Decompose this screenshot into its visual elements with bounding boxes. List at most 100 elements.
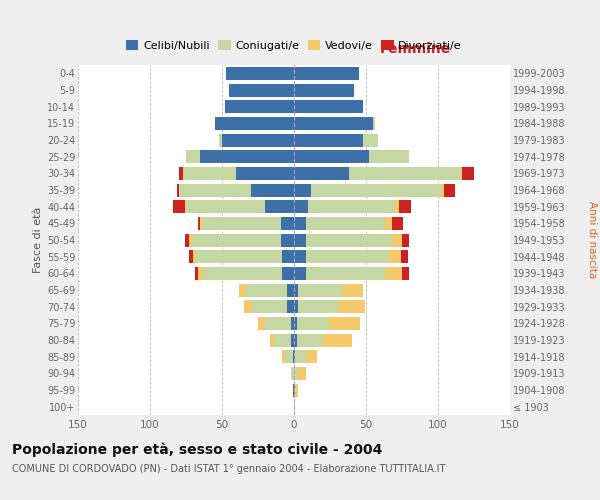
Bar [258, 317, 265, 330]
Bar [294, 200, 308, 213]
Bar [192, 234, 281, 246]
Bar [392, 234, 402, 246]
Legend: Celibi/Nubili, Coniugati/e, Vedovi/e, Divorziati/e: Celibi/Nubili, Coniugati/e, Vedovi/e, Di… [122, 36, 466, 55]
Bar [293, 384, 294, 396]
Bar [385, 217, 392, 230]
Bar [297, 317, 329, 330]
Bar [186, 200, 265, 213]
Bar [185, 200, 186, 213]
Bar [222, 134, 294, 146]
Bar [461, 167, 463, 180]
Bar [283, 267, 294, 280]
Bar [441, 184, 444, 196]
Bar [323, 334, 352, 346]
Bar [392, 217, 403, 230]
Bar [247, 284, 287, 296]
Bar [251, 184, 294, 196]
Bar [389, 250, 401, 263]
Bar [294, 117, 373, 130]
Bar [189, 234, 192, 246]
Bar [215, 117, 294, 130]
Bar [308, 200, 395, 213]
Bar [294, 217, 305, 230]
Bar [294, 350, 295, 363]
Bar [178, 184, 179, 196]
Bar [294, 184, 311, 196]
Bar [444, 184, 455, 196]
Bar [294, 134, 363, 146]
Bar [283, 250, 294, 263]
Bar [287, 300, 294, 313]
Bar [189, 250, 193, 263]
Bar [298, 300, 338, 313]
Bar [183, 167, 236, 180]
Bar [463, 167, 474, 180]
Bar [294, 84, 355, 96]
Bar [200, 150, 294, 163]
Bar [295, 350, 305, 363]
Text: Anni di nascita: Anni di nascita [587, 202, 597, 278]
Text: COMUNE DI CORDOVADO (PN) - Dati ISTAT 1° gennaio 2004 - Elaborazione TUTTITALIA.: COMUNE DI CORDOVADO (PN) - Dati ISTAT 1°… [12, 464, 445, 474]
Bar [173, 200, 185, 213]
Bar [294, 167, 349, 180]
Bar [203, 267, 283, 280]
Bar [194, 267, 197, 280]
Bar [294, 284, 298, 296]
Bar [294, 250, 305, 263]
Bar [294, 267, 305, 280]
Bar [226, 67, 294, 80]
Text: Popolazione per età, sesso e stato civile - 2004: Popolazione per età, sesso e stato civil… [12, 442, 382, 457]
Bar [179, 184, 251, 196]
Bar [305, 267, 385, 280]
Bar [401, 250, 408, 263]
Bar [269, 334, 274, 346]
Bar [286, 350, 293, 363]
Bar [294, 300, 298, 313]
Bar [291, 367, 294, 380]
Bar [298, 367, 305, 380]
Bar [281, 234, 294, 246]
Bar [294, 317, 297, 330]
Y-axis label: Fasce di età: Fasce di età [32, 207, 43, 273]
Bar [197, 267, 203, 280]
Bar [200, 217, 202, 230]
Bar [399, 200, 410, 213]
Bar [329, 317, 360, 330]
Text: Femmine: Femmine [379, 42, 451, 56]
Bar [295, 384, 298, 396]
Bar [305, 217, 385, 230]
Bar [294, 367, 298, 380]
Bar [294, 334, 297, 346]
Bar [229, 84, 294, 96]
Bar [202, 217, 281, 230]
Bar [369, 150, 409, 163]
Bar [265, 200, 294, 213]
Bar [294, 100, 363, 113]
Bar [395, 200, 399, 213]
Bar [219, 134, 222, 146]
Bar [196, 250, 283, 263]
Bar [236, 167, 294, 180]
Bar [225, 100, 294, 113]
Bar [294, 67, 359, 80]
Bar [293, 350, 294, 363]
Bar [291, 334, 294, 346]
Bar [349, 167, 461, 180]
Bar [185, 234, 189, 246]
Bar [294, 234, 305, 246]
Bar [402, 267, 409, 280]
Bar [305, 250, 389, 263]
Bar [287, 284, 294, 296]
Bar [179, 167, 183, 180]
Bar [294, 384, 295, 396]
Bar [305, 234, 392, 246]
Bar [186, 150, 200, 163]
Bar [297, 334, 323, 346]
Bar [239, 284, 247, 296]
Bar [244, 300, 251, 313]
Bar [338, 300, 365, 313]
Bar [274, 334, 291, 346]
Bar [385, 267, 402, 280]
Bar [341, 284, 363, 296]
Bar [298, 284, 341, 296]
